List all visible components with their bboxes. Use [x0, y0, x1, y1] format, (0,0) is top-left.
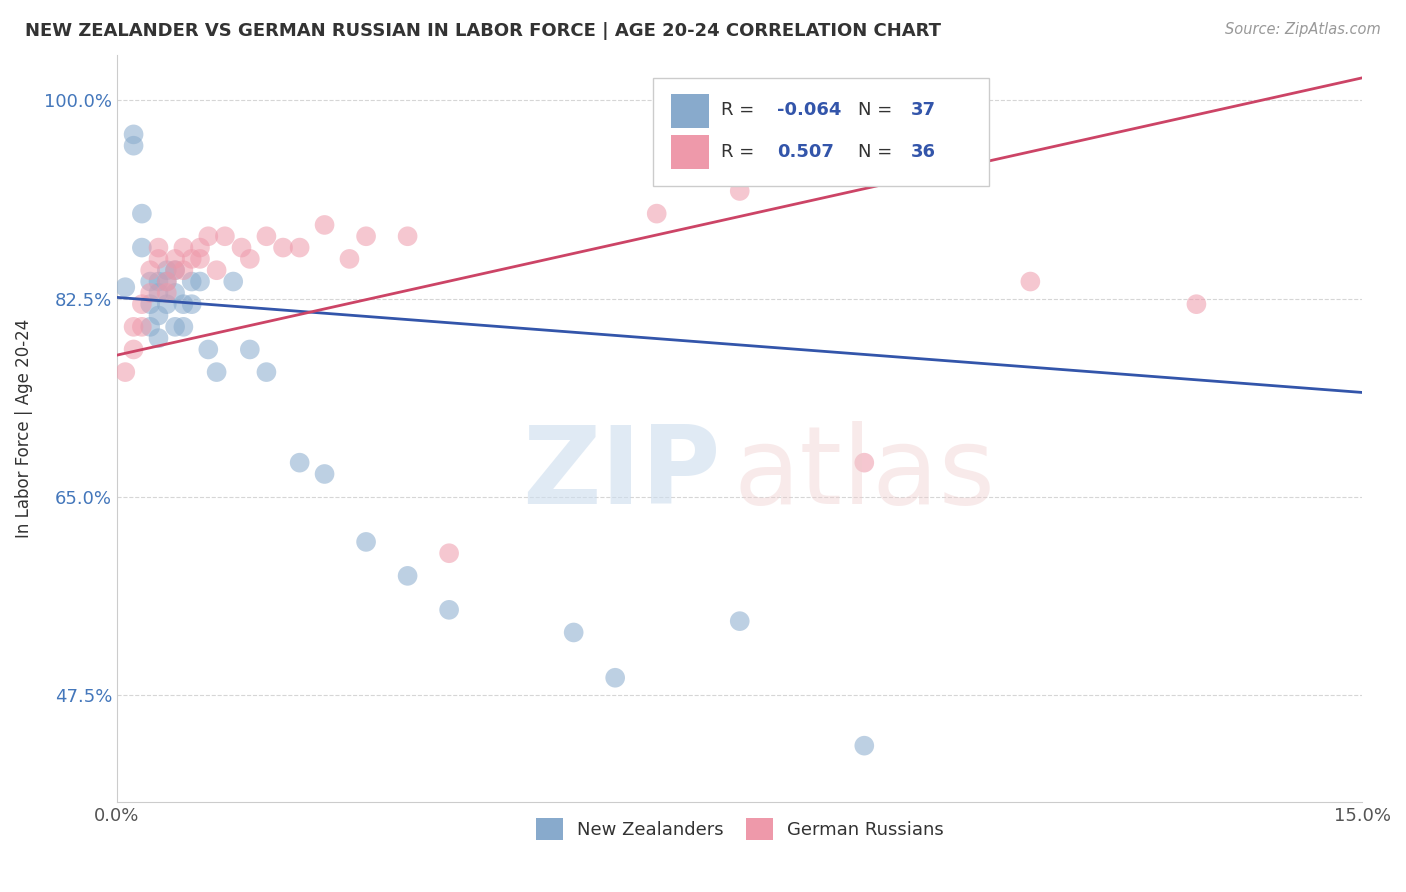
Text: 37: 37 — [910, 102, 935, 120]
Point — [165, 263, 187, 277]
Point — [314, 467, 336, 481]
Point — [853, 456, 876, 470]
Text: R =: R = — [721, 143, 761, 161]
Point — [254, 229, 277, 244]
Bar — [671, 94, 709, 128]
Point — [1185, 297, 1208, 311]
Text: 0.507: 0.507 — [778, 143, 834, 161]
Point — [165, 263, 187, 277]
Point — [271, 241, 294, 255]
Point — [114, 365, 136, 379]
Point — [131, 319, 153, 334]
Y-axis label: In Labor Force | Age 20-24: In Labor Force | Age 20-24 — [15, 319, 32, 539]
Point — [139, 275, 162, 289]
Point — [148, 252, 170, 266]
Point — [156, 297, 179, 311]
FancyBboxPatch shape — [652, 78, 988, 186]
Point — [188, 252, 211, 266]
Point — [131, 206, 153, 220]
Point — [354, 229, 377, 244]
Point — [122, 138, 145, 153]
Point — [156, 275, 179, 289]
Point — [156, 263, 179, 277]
Point — [139, 263, 162, 277]
Point — [165, 319, 187, 334]
Point — [131, 241, 153, 255]
Point — [205, 365, 228, 379]
Point — [148, 331, 170, 345]
Point — [172, 241, 194, 255]
Point — [288, 456, 311, 470]
Point — [114, 280, 136, 294]
Point — [254, 365, 277, 379]
Point — [231, 241, 253, 255]
Point — [645, 206, 668, 220]
Point — [131, 297, 153, 311]
Point — [396, 229, 419, 244]
Point — [197, 343, 219, 357]
Legend: New Zealanders, German Russians: New Zealanders, German Russians — [530, 813, 949, 846]
Point — [172, 297, 194, 311]
Point — [1019, 275, 1042, 289]
Point — [139, 319, 162, 334]
Point — [122, 128, 145, 142]
Point — [239, 252, 262, 266]
Point — [156, 285, 179, 300]
Text: N =: N = — [858, 143, 898, 161]
Point — [122, 319, 145, 334]
Point — [180, 297, 202, 311]
Point — [853, 739, 876, 753]
Point — [156, 275, 179, 289]
Point — [165, 285, 187, 300]
Point — [354, 535, 377, 549]
Point — [148, 275, 170, 289]
Point — [728, 184, 751, 198]
Point — [205, 263, 228, 277]
Point — [188, 241, 211, 255]
Text: R =: R = — [721, 102, 761, 120]
Point — [728, 614, 751, 628]
Point — [122, 343, 145, 357]
Text: ZIP: ZIP — [523, 420, 721, 526]
Point — [605, 671, 627, 685]
Point — [139, 285, 162, 300]
Point — [396, 569, 419, 583]
Point — [148, 241, 170, 255]
Point — [339, 252, 361, 266]
Point — [239, 343, 262, 357]
Point — [139, 297, 162, 311]
Point — [437, 546, 460, 560]
Text: 36: 36 — [910, 143, 935, 161]
Point — [180, 252, 202, 266]
Point — [214, 229, 236, 244]
Point — [172, 263, 194, 277]
Point — [180, 275, 202, 289]
Text: NEW ZEALANDER VS GERMAN RUSSIAN IN LABOR FORCE | AGE 20-24 CORRELATION CHART: NEW ZEALANDER VS GERMAN RUSSIAN IN LABOR… — [25, 22, 941, 40]
Point — [288, 241, 311, 255]
Point — [165, 252, 187, 266]
Text: atlas: atlas — [734, 420, 995, 526]
Point — [188, 275, 211, 289]
Text: N =: N = — [858, 102, 898, 120]
Point — [222, 275, 245, 289]
Point — [148, 285, 170, 300]
Bar — [671, 135, 709, 169]
Point — [197, 229, 219, 244]
Point — [562, 625, 585, 640]
Point — [148, 309, 170, 323]
Point — [437, 603, 460, 617]
Point — [314, 218, 336, 232]
Text: -0.064: -0.064 — [778, 102, 841, 120]
Point — [172, 319, 194, 334]
Text: Source: ZipAtlas.com: Source: ZipAtlas.com — [1225, 22, 1381, 37]
